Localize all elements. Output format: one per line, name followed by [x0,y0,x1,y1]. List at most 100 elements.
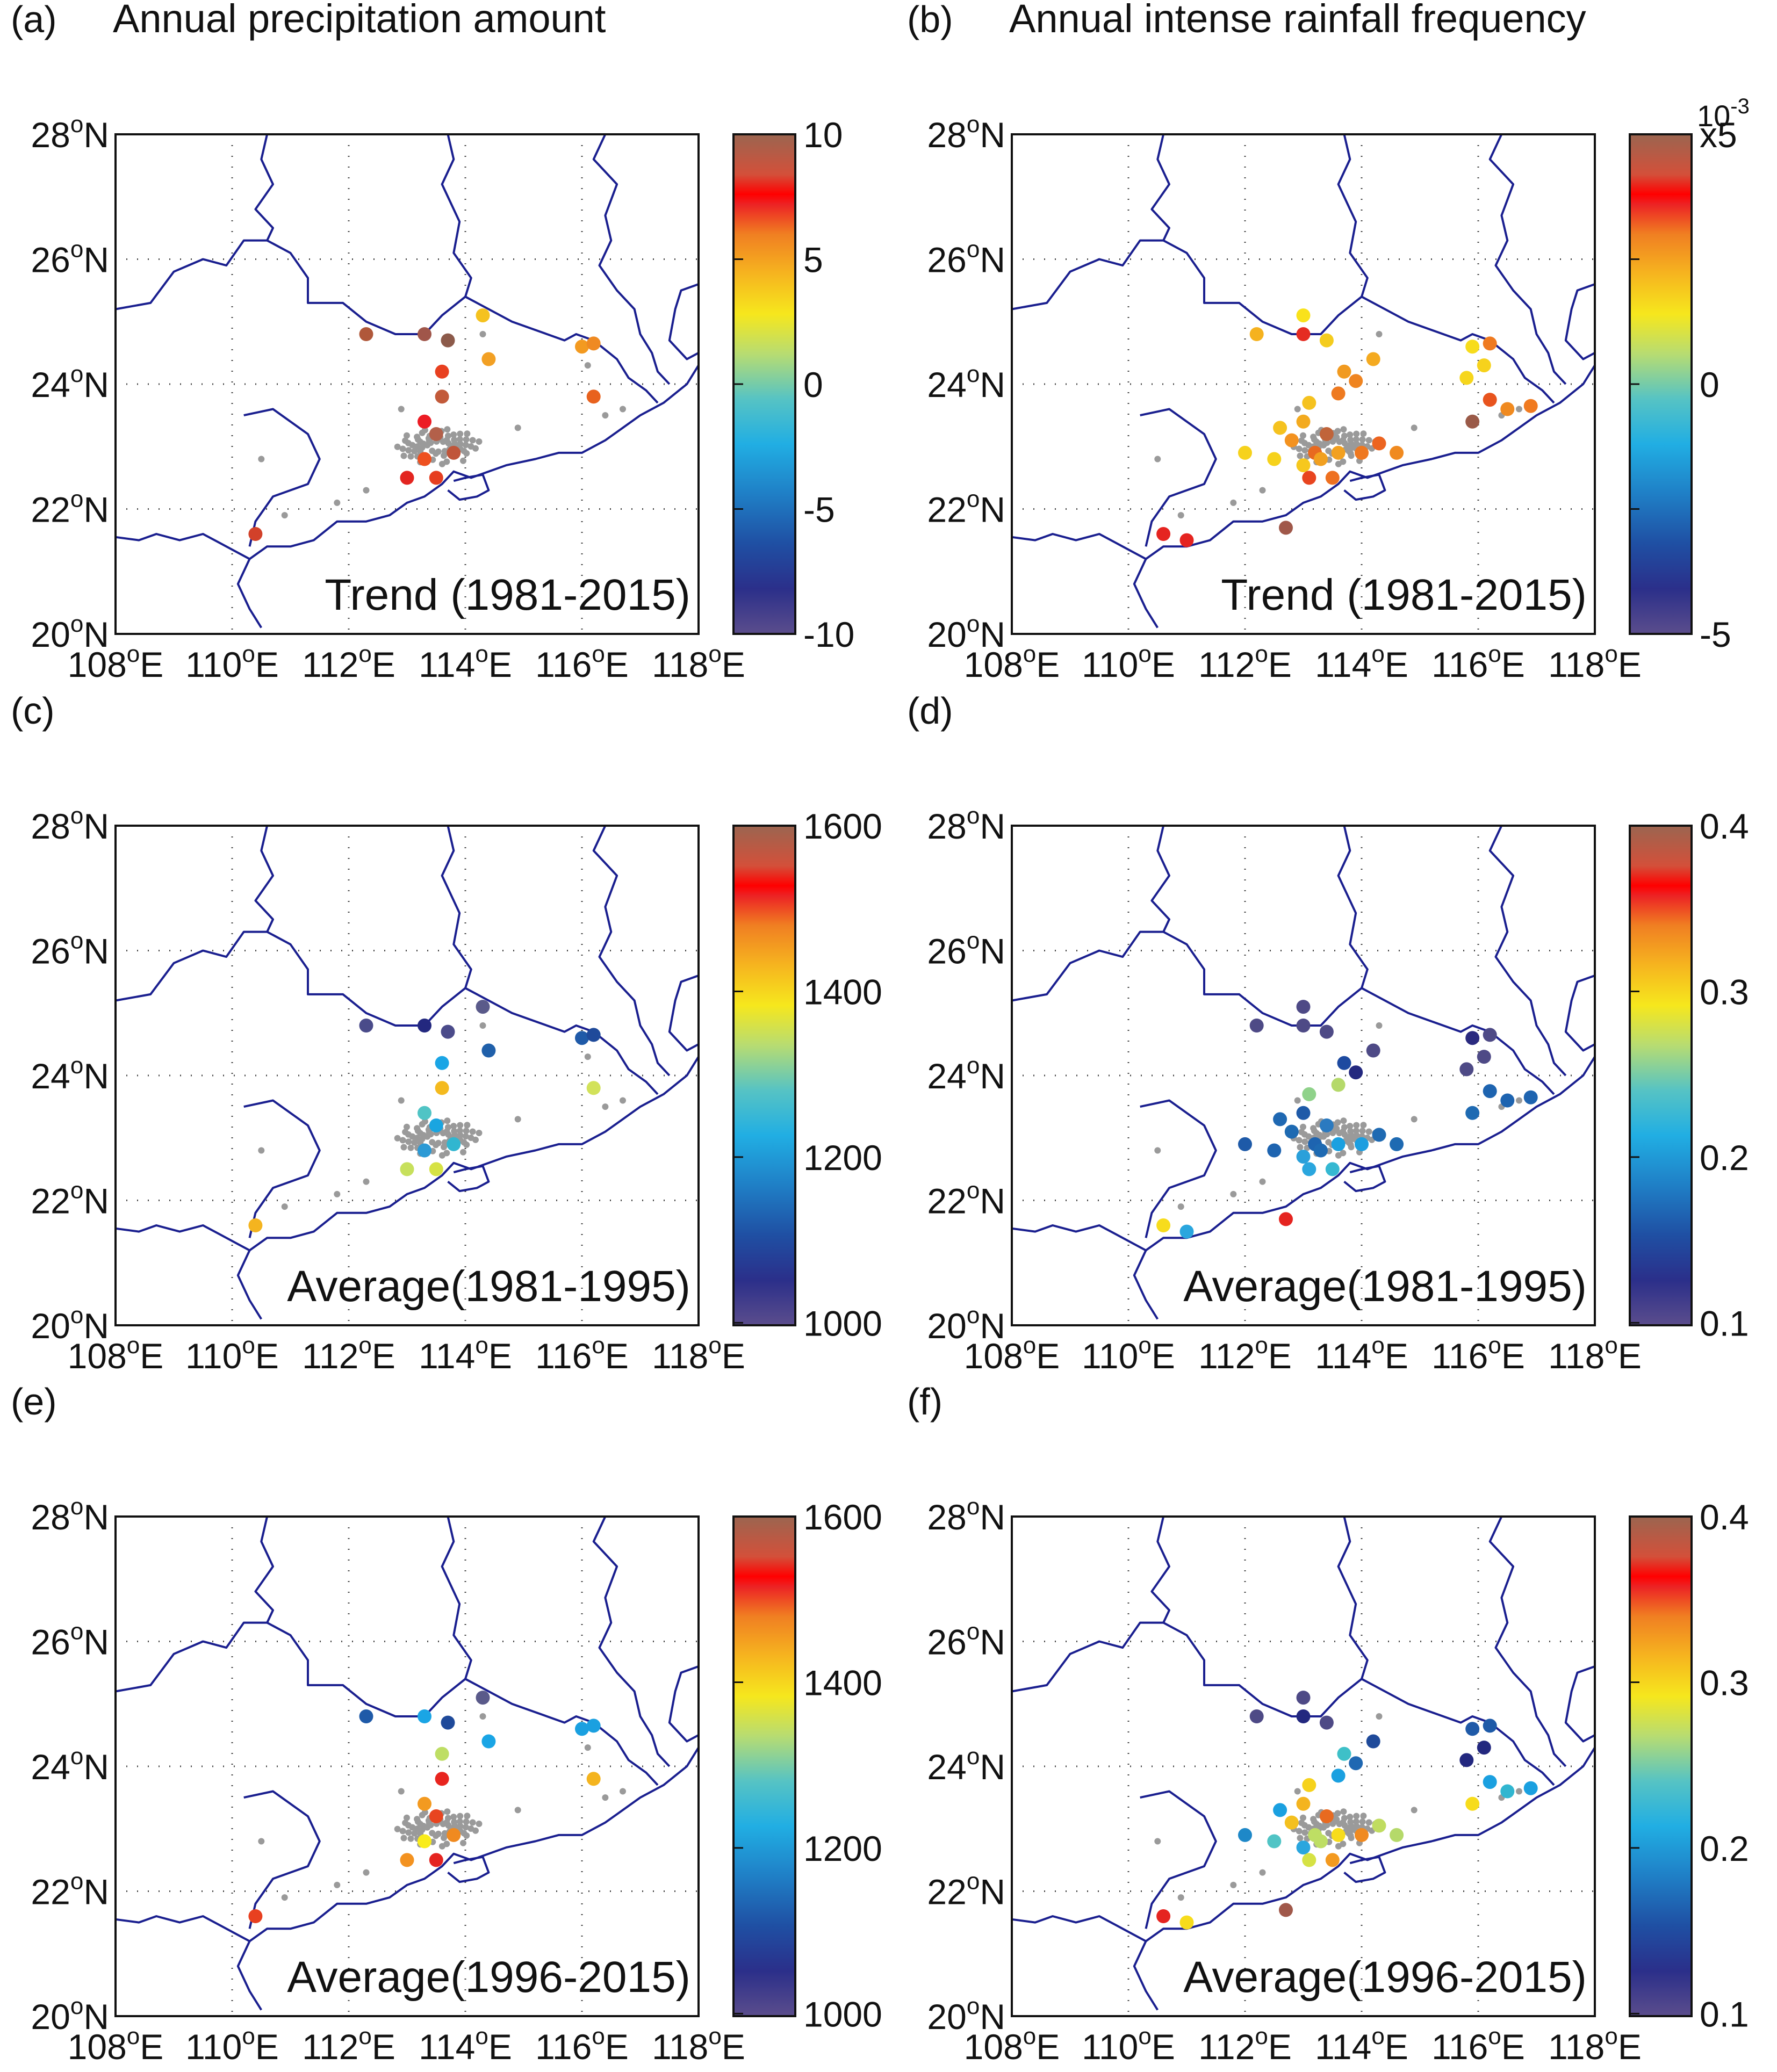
gray-station [1348,1835,1355,1842]
boundary-line [1564,1665,1595,1743]
station-marker [1296,1796,1311,1811]
y-tick-label: 24oN [927,361,1005,405]
station-marker [1477,1050,1491,1064]
gray-station [1411,424,1418,431]
panel-annotation: Trend (1981-2015) [325,571,690,619]
station-marker [1302,471,1316,485]
panel-title: Annual intense rainfall frequency [1009,0,1586,41]
gray-station [1310,434,1317,441]
x-tick-label: 110oE [185,1332,279,1376]
station-marker [400,1162,414,1176]
station-marker [1465,1722,1480,1736]
gray-station [1177,512,1184,519]
station-marker [1319,427,1334,441]
station-marker [481,1043,496,1058]
gray-station [1300,1814,1306,1821]
gray-station [1333,434,1340,441]
station-marker [1390,1828,1404,1842]
station-marker [1296,1019,1311,1033]
station-marker [1372,1818,1386,1833]
station-marker [586,1081,601,1095]
colorbar-tick-label: 1200 [803,1138,882,1178]
colorbar-tick-label: -5 [803,490,835,530]
grid-lines [1012,134,1595,634]
station-marker [418,452,431,466]
gray-station [464,1122,471,1129]
station-marker [1296,1000,1311,1014]
map-frame-bg [116,134,699,634]
panel-annotation: Average(1996-2015) [287,1953,690,2002]
map-frame-bg [1012,826,1595,1325]
gray-station [456,1127,463,1134]
boundary-lines [1011,134,1596,629]
x-tick-label: 116oE [1431,2023,1525,2067]
station-marker [1459,1062,1474,1077]
station-marker [476,1000,490,1014]
gray-station [443,1128,450,1135]
gray-station [1411,1807,1418,1814]
gray-station [1294,1097,1301,1104]
gray-station [620,406,626,413]
gray-station [1301,1138,1308,1145]
colorbar-tick-label: 0.4 [1700,806,1749,846]
gray-station [414,1125,421,1132]
gray-station [441,1144,447,1151]
gray-station [464,430,471,437]
gray-station [460,457,466,464]
boundary-line [1150,825,1170,933]
boundary-line [1488,134,1567,385]
colorbar-tick-label: 1000 [803,1303,882,1343]
gray-station-points [258,1022,626,1210]
gray-station [1347,1123,1354,1130]
gray-station [394,1825,401,1832]
station-marker [1465,1031,1480,1045]
boundary-line [1337,825,1369,988]
gray-station [464,1813,471,1820]
station-marker [1296,458,1311,473]
station-marker [435,1056,449,1070]
station-marker [476,308,490,323]
y-tick-label: 22oN [927,486,1005,530]
gray-station [472,1827,479,1834]
station-marker [418,1834,431,1849]
station-marker [1319,1715,1334,1730]
gray-station [258,456,265,463]
station-marker [1465,414,1480,429]
grid-lines [116,134,699,634]
grid-lines [1012,1517,1595,2016]
gray-station [1154,456,1161,463]
y-tick-label: 24oN [927,1052,1005,1096]
station-marker [1302,395,1316,410]
x-tick-label: 118oE [1548,2023,1642,2067]
station-marker [1331,445,1346,460]
gray-station [1300,432,1306,439]
station-marker [435,1746,449,1761]
gray-station [399,1828,406,1835]
gray-station [414,1816,421,1823]
station-marker [441,333,455,348]
station-marker [1284,1124,1299,1139]
map-frame [1011,1515,1596,2017]
colorbar-tick-label: 5 [803,240,823,280]
station-marker [1337,1746,1351,1761]
y-tick-label: 20oN [31,611,109,654]
gray-station [1359,436,1366,443]
station-marker [1500,1784,1515,1799]
boundary-line [243,1790,321,1929]
x-tick-label: 108oE [964,2023,1060,2067]
gray-station [1335,1843,1342,1850]
grid-lines [1012,826,1595,1325]
boundary-line [1488,1516,1567,1767]
station-marker [1179,1915,1194,1930]
station-marker [1179,533,1194,547]
boundary-line [1150,1516,1170,1623]
gray-station [584,1053,591,1060]
gray-station [399,445,406,452]
gray-station [1335,460,1342,467]
gray-station [1177,1203,1184,1210]
y-tick-label: 20oN [927,1302,1005,1346]
y-tick-label: 24oN [31,1743,109,1787]
boundary-line [1011,1747,1596,1943]
gray-station [463,436,470,443]
gray-station [1297,1144,1304,1151]
